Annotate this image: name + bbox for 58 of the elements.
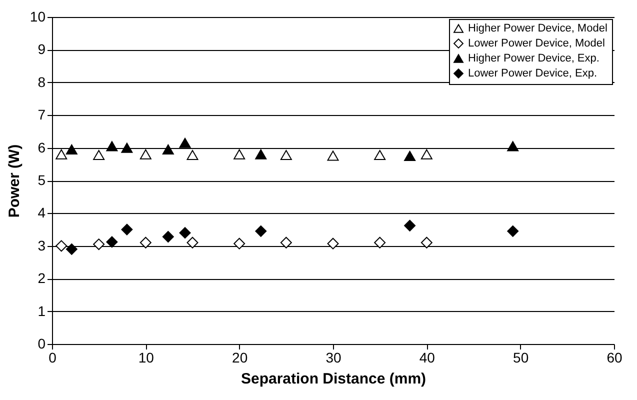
point (327, 150, 339, 161)
point (507, 225, 519, 237)
x-axis-title: Separation Distance (mm) (240, 370, 426, 388)
y-tick-label: 3 (38, 237, 46, 254)
point (186, 236, 198, 248)
y-tick-label: 6 (38, 139, 46, 156)
point (140, 149, 152, 160)
point (234, 238, 246, 250)
point (179, 138, 191, 148)
y-tick-label: 4 (38, 204, 46, 221)
point (280, 150, 292, 160)
point (404, 220, 416, 232)
point (106, 141, 118, 152)
point (186, 150, 198, 160)
point (234, 149, 246, 160)
point (106, 236, 118, 248)
y-tick-label: 0 (38, 336, 46, 352)
point (179, 227, 191, 239)
point (162, 144, 174, 154)
point (121, 142, 133, 153)
point (121, 224, 133, 236)
x-tick-label: 20 (232, 350, 248, 366)
point (140, 236, 152, 248)
point (56, 149, 68, 160)
point (162, 231, 174, 242)
legend-label: Lower Power Device, Model (468, 38, 605, 50)
y-tick-label: 9 (38, 41, 46, 58)
legend-label: Lower Power Device, Exp. (468, 68, 597, 80)
legend-label: Higher Power Device, Model (468, 22, 608, 34)
y-tick-label: 1 (38, 302, 46, 319)
point (66, 144, 78, 154)
y-axis-title: Power (W) (6, 144, 23, 218)
y-tick-label: 5 (38, 172, 46, 188)
point (420, 149, 432, 160)
y-tick-label: 7 (38, 106, 46, 123)
y-tick-label: 2 (38, 270, 46, 286)
point (404, 150, 416, 162)
y-tick-label: 10 (30, 8, 46, 24)
x-tick-label: 0 (48, 350, 57, 366)
point (93, 238, 105, 250)
point (280, 236, 292, 248)
point (374, 150, 386, 160)
x-tick-label: 10 (138, 350, 154, 366)
x-tick-label: 40 (419, 350, 436, 366)
point (327, 238, 339, 250)
legend-label: Higher Power Device, Exp. (468, 52, 600, 64)
point (66, 243, 78, 255)
y-tick-label: 8 (38, 74, 46, 90)
point (255, 149, 267, 160)
point (507, 141, 519, 152)
x-tick-label: 60 (606, 350, 622, 366)
x-tick-label: 50 (513, 350, 529, 366)
point (420, 236, 432, 248)
point (374, 236, 386, 248)
point (93, 150, 105, 160)
point (255, 225, 267, 237)
point (56, 240, 68, 252)
x-tick-label: 30 (326, 350, 342, 366)
